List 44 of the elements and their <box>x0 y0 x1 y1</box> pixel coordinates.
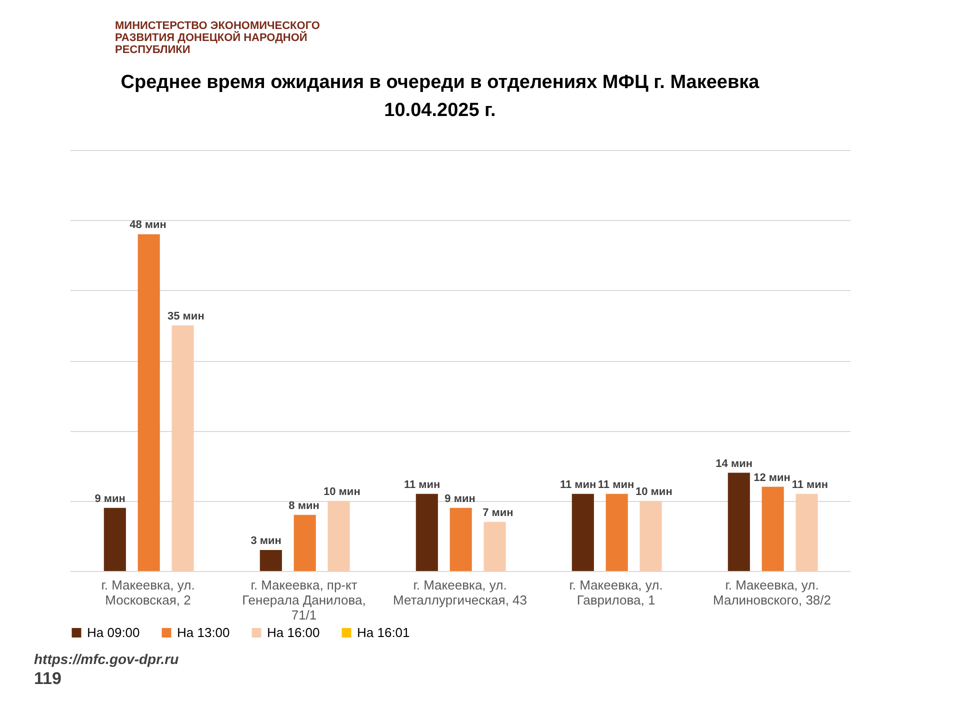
text: МИНИСТЕРСТВО ЭКОНОМИЧЕСКОГО РАЗВИТИЯ ДОНЕЦКОЙ НАРОДНОЙ РЕСПУБЛИКИ <box>115 20 320 56</box>
x-tick-label: г. Макеевка, ул. Металлургическая, 43 <box>393 578 527 608</box>
data-label: 11 мин <box>792 478 828 491</box>
bar <box>606 494 628 571</box>
data-label: 12 мин <box>754 472 790 484</box>
data-label: 11 мин <box>560 478 596 491</box>
text: https://mfc.gov-dpr.ru <box>34 651 180 667</box>
bar <box>762 486 784 571</box>
x-tick-label: г. Макеевка, пр-кт Генерала Данилова, 71/1 <box>242 578 366 622</box>
data-label: 35 мин <box>168 310 204 322</box>
bar <box>484 522 506 571</box>
data-label: 10 мин <box>636 486 672 498</box>
legend-label: На 16:00 <box>267 624 320 640</box>
legend-label: На 13:00 <box>177 624 230 640</box>
data-label: 10 мин <box>324 486 360 498</box>
bar <box>640 500 662 571</box>
legend-label: На 09:00 <box>87 624 140 640</box>
bar <box>260 550 282 571</box>
x-tick-label: г. Макеевка, ул. Московская, 2 <box>101 578 195 608</box>
bar <box>416 494 438 571</box>
data-label: 48 мин <box>130 219 166 232</box>
data-label: 11 мин <box>404 478 440 491</box>
bar <box>104 508 126 571</box>
legend-label: На 16:01 <box>357 624 410 640</box>
data-label: 9 мин <box>94 492 126 505</box>
bar <box>138 234 160 571</box>
data-label: 8 мин <box>288 500 320 512</box>
x-tick-label: г. Макеевка, ул. Гаврилова, 1 <box>569 578 663 608</box>
data-label: 9 мин <box>444 492 476 505</box>
data-label: 14 мин <box>716 458 752 470</box>
chart-title: Среднее время ожидания в очереди в отделениях МФЦ г. Макеевка <box>120 72 760 93</box>
bar <box>450 508 472 571</box>
data-label: 11 мин <box>598 478 634 491</box>
text: 119 <box>34 669 62 688</box>
bar <box>728 472 750 571</box>
x-tick-label: г. Макеевка, ул. Малиновского, 38/2 <box>713 578 831 608</box>
bar <box>294 514 316 571</box>
chart-subtitle: 10.04.2025 г. <box>384 100 496 121</box>
data-label: 3 мин <box>250 534 282 547</box>
data-label: 7 мин <box>482 506 514 519</box>
bar <box>796 494 818 571</box>
bar <box>328 500 350 571</box>
bar <box>172 325 194 571</box>
bar <box>572 494 594 571</box>
